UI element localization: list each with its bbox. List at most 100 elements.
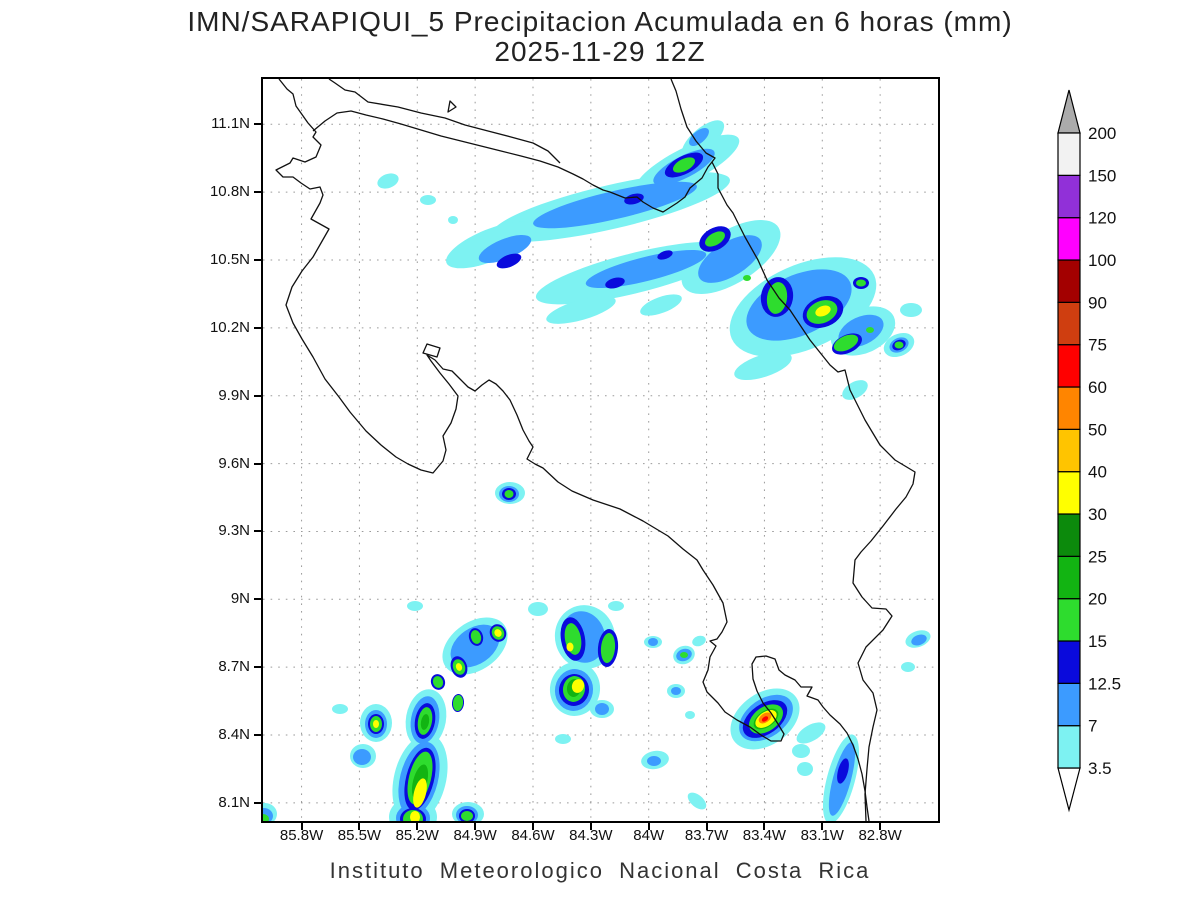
- precip-blob-cyan: [377, 173, 399, 189]
- colorbar: 200 150 120 100 90 75 60 50 40 30 25 20 15 12.5 7 3.5: [1057, 89, 1121, 813]
- precip-blob-green15: [600, 633, 616, 663]
- colorbar-segment: [1057, 174, 1081, 219]
- lon-tick-label: 85.5W: [337, 827, 382, 844]
- lon-tick: [358, 821, 361, 830]
- precip-blob-yellow: [413, 778, 427, 808]
- precip-blob-green15: [470, 630, 482, 644]
- precip-blob-green15: [866, 327, 874, 333]
- precip-blob-cyan: [797, 762, 813, 776]
- precip-blob-cyan: [734, 352, 792, 380]
- lon-tick: [705, 821, 708, 830]
- lon-tick: [474, 821, 477, 830]
- lon-tick-label: 84.3W: [569, 827, 613, 844]
- lat-tick-label: 8.7N: [218, 658, 250, 676]
- precip-blob-blue: [689, 128, 709, 146]
- precip-blob-green15: [680, 652, 688, 658]
- precipitation-map: [263, 79, 938, 821]
- precip-blob-yellow: [494, 629, 502, 637]
- plot-title: IMN/SARAPIQUI_5 Precipitacion Acumulada …: [187, 6, 1013, 37]
- lon-tick-label: 82.8W: [858, 827, 902, 844]
- precip-blob-cyan: [901, 662, 915, 672]
- precip-blob-cyan: [407, 601, 423, 611]
- colorbar-segment: [1057, 471, 1081, 515]
- precip-blob-darkblue: [624, 193, 644, 205]
- colorbar-segment: [1057, 555, 1081, 600]
- lon-tick: [416, 821, 419, 830]
- colorbar-segment: [1057, 682, 1081, 727]
- precip-blob-blue: [698, 235, 762, 283]
- precip-blob-green15: [894, 341, 904, 349]
- pacific-coast-costa-rica: [275, 79, 870, 821]
- colorbar-segment: [1057, 640, 1081, 684]
- precip-blob-darkblue: [837, 758, 849, 784]
- colorbar-label: 20: [1088, 590, 1107, 609]
- lat-tick-label: 10.2N: [209, 318, 250, 336]
- colorbar-segment: [1057, 428, 1081, 473]
- lat-tick-label: 8.1N: [218, 793, 250, 811]
- lat-tick: [254, 801, 263, 804]
- precip-blob-green15: [263, 814, 269, 821]
- colorbar-label: 60: [1088, 378, 1107, 397]
- footer-attribution: Instituto Meteorologico Nacional Costa R…: [329, 858, 871, 883]
- precip-blob-green15: [452, 695, 464, 711]
- precip-blob-green15: [856, 279, 866, 287]
- precip-blob-blue: [595, 703, 609, 715]
- precip-blob-blue: [911, 634, 927, 646]
- precip-blob-green15: [705, 231, 725, 247]
- lon-tick: [532, 821, 534, 830]
- lat-tick-label: 9N: [230, 590, 250, 608]
- precip-blob-green15: [461, 811, 473, 821]
- precip-blob-darkblue: [496, 253, 522, 269]
- colorbar-segment: [1057, 598, 1081, 642]
- precip-blob-cyan: [900, 303, 922, 317]
- precip-blob-yellow: [815, 305, 831, 317]
- colorbar-label: 3.5: [1088, 759, 1112, 778]
- precip-blob-cyan: [420, 195, 436, 205]
- precip-blob-cyan: [685, 711, 695, 719]
- precip-blob-cyan: [687, 792, 707, 810]
- precip-blob-yellow: [410, 811, 420, 821]
- lon-tick-label: 83.7W: [684, 827, 729, 844]
- lake-island: [447, 100, 457, 113]
- precip-blob-cyan: [796, 722, 826, 744]
- colorbar-label: 150: [1088, 166, 1116, 185]
- colorbar-segment: [1057, 301, 1081, 346]
- precip-blob-cyan: [640, 294, 682, 316]
- colorbar-label: 100: [1088, 251, 1116, 270]
- colorbar-label: 120: [1088, 209, 1116, 228]
- precip-blob-green15: [833, 334, 859, 352]
- caribbean-coast-and-panama-border: [670, 79, 916, 821]
- lat-tick-label: 11.1N: [211, 115, 250, 133]
- colorbar-top-arrow: [1057, 89, 1081, 134]
- lon-tick: [763, 821, 766, 830]
- lon-tick: [647, 821, 650, 830]
- lat-tick: [254, 462, 263, 465]
- precip-blob-blue: [353, 749, 371, 765]
- precip-blob-darkblue: [605, 277, 625, 289]
- lat-tick-label: 9.9N: [218, 386, 250, 404]
- lon-tick: [879, 821, 882, 830]
- lat-tick: [254, 598, 263, 601]
- precip-blob-blue: [533, 181, 697, 229]
- colorbar-label: 200: [1088, 124, 1116, 143]
- lon-tick-label: 83.4W: [742, 827, 787, 844]
- colorbar-segment: [1057, 725, 1081, 769]
- precip-blob-green15: [504, 490, 514, 498]
- colorbar-label: 30: [1088, 505, 1107, 524]
- lat-tick: [254, 734, 263, 737]
- precip-blob-yellow: [455, 663, 463, 671]
- lat-tick-label: 8.4N: [218, 726, 250, 744]
- precip-blob-red: [761, 716, 769, 722]
- precip-blob-blue: [648, 638, 658, 646]
- precip-blob-yellow: [373, 720, 379, 728]
- precip-blob-cyan: [555, 734, 571, 744]
- colorbar-label: 12.5: [1088, 674, 1121, 693]
- lake-nicaragua-shore: [328, 79, 561, 164]
- precip-blob-darkblue: [657, 250, 673, 260]
- precip-blob-green15: [743, 275, 751, 281]
- precip-blob-green15: [672, 157, 696, 173]
- lon-tick: [300, 821, 303, 830]
- colorbar-label: 15: [1088, 632, 1107, 651]
- colorbar-label: 7: [1088, 717, 1097, 736]
- precip-blob-cyan: [332, 704, 348, 714]
